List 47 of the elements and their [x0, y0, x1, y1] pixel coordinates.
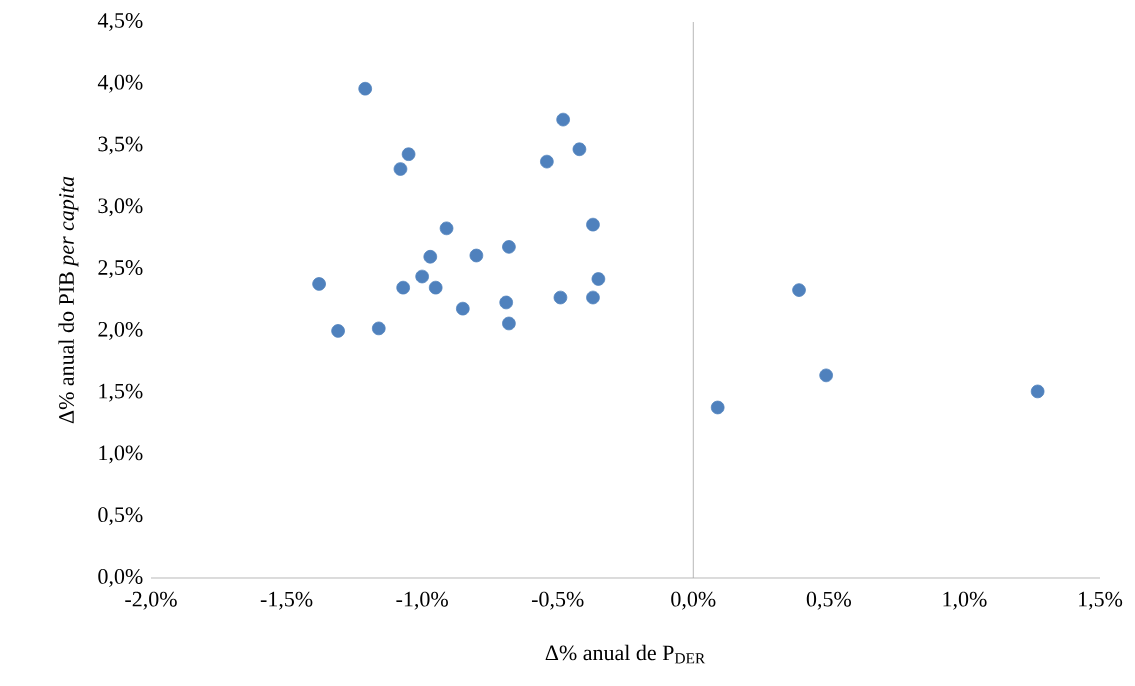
point	[499, 295, 513, 310]
point	[371, 321, 386, 336]
point	[312, 277, 326, 291]
y-tick-label: 0,5%	[98, 507, 143, 526]
x-tick-label: 1,0%	[943, 591, 987, 610]
point	[502, 240, 516, 254]
point	[456, 301, 470, 316]
y-tick-label: 0,0%	[98, 569, 143, 587]
x-tick-label: -1,0%	[396, 591, 448, 610]
point	[572, 142, 587, 157]
y-tick-label: 3,5%	[98, 136, 143, 155]
point	[415, 269, 429, 284]
x-tick-label: 0,0%	[671, 591, 716, 610]
point	[423, 249, 438, 264]
y-tick-label: 2,5%	[98, 260, 143, 279]
x-tick-label: -1,5%	[260, 591, 313, 610]
point	[819, 368, 833, 383]
x-tick-label: -2,0%	[125, 591, 177, 610]
y-tick-label: 1,0%	[99, 445, 143, 464]
point	[710, 400, 725, 415]
y-axis-title: Δ% anual do PIB per capita	[58, 176, 79, 424]
point	[469, 248, 484, 263]
point	[358, 81, 373, 96]
point	[331, 324, 345, 338]
point	[401, 147, 416, 161]
point	[792, 283, 806, 297]
point	[556, 112, 570, 127]
point	[586, 290, 600, 305]
point	[428, 280, 443, 295]
y-tick-label: 1,5%	[99, 383, 143, 402]
point	[439, 221, 454, 236]
point	[502, 316, 516, 331]
y-tick-label: 3,0%	[98, 198, 143, 217]
x-tick-label: -0,5%	[531, 591, 584, 610]
point	[540, 154, 554, 169]
point	[396, 280, 410, 295]
point	[553, 290, 568, 305]
x-tick-label: 1,5%	[1079, 591, 1123, 610]
y-tick-label: 2,0%	[98, 321, 143, 340]
y-tick-label: 4,5%	[97, 13, 143, 31]
x-axis-title: Δ% anual de P$_{DER}$	[545, 644, 706, 664]
point	[1030, 384, 1045, 399]
point	[586, 217, 600, 232]
point	[393, 162, 408, 176]
x-tick-label: 0,5%	[806, 591, 852, 610]
point	[591, 272, 606, 286]
y-tick-label: 4,0%	[97, 74, 143, 93]
